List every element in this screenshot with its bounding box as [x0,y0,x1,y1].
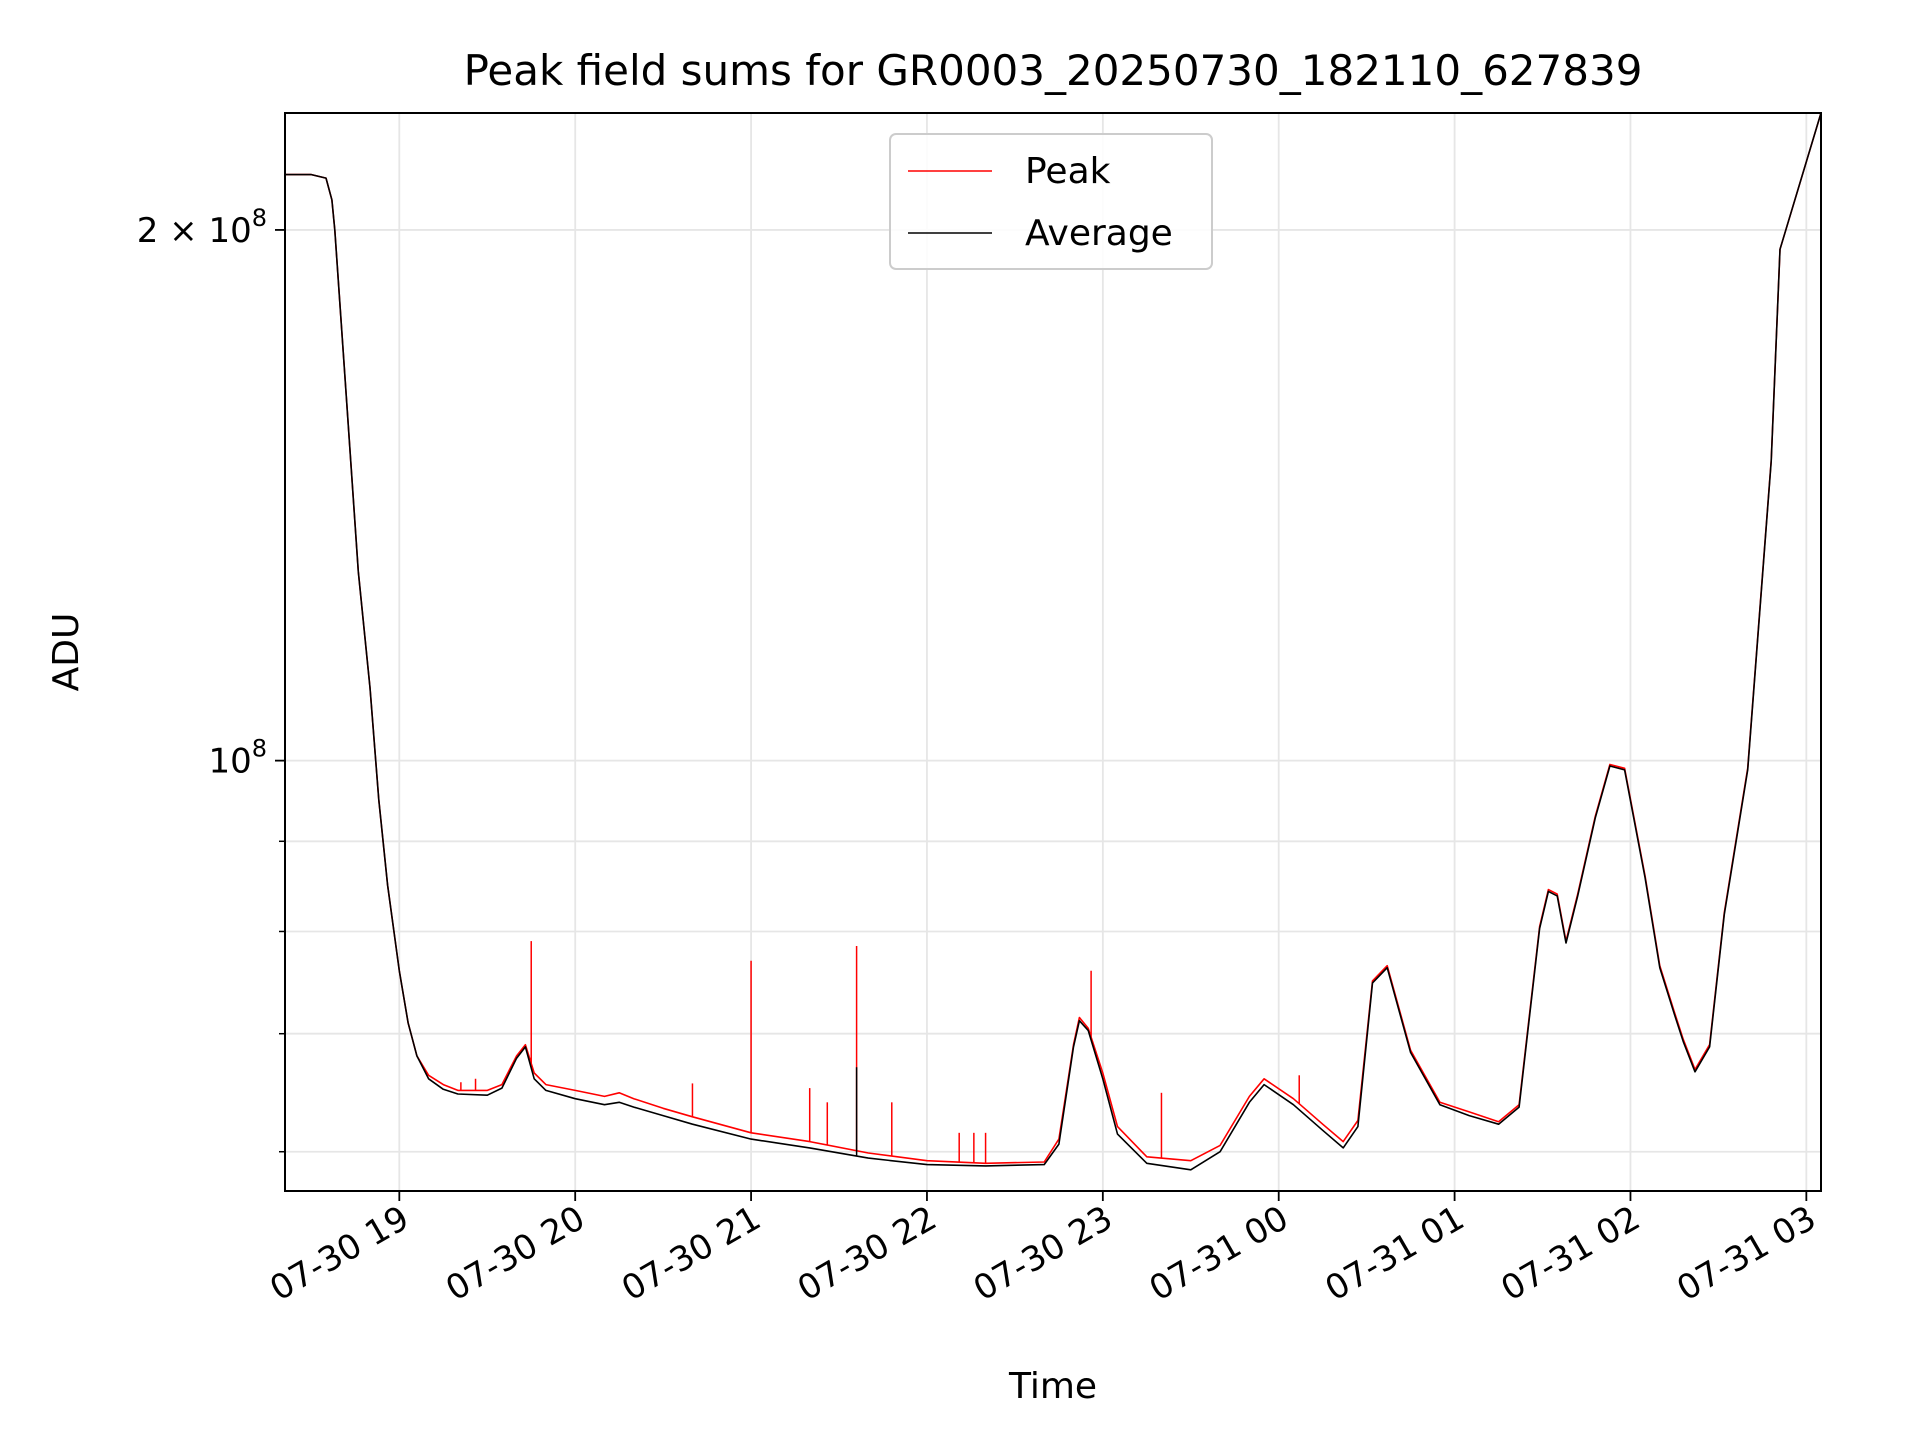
legend-box [889,133,1213,270]
series-line-average [285,113,1821,1171]
y-tick-label-exponent: 8 [252,204,267,232]
y-axis-label: ADU [46,613,87,692]
y-tick-label: 108 [208,735,267,782]
plot-frame [284,112,1822,1192]
y-tick-label: 2 × 108 [137,204,267,251]
y-tick-label-base: 10 [208,742,251,782]
chart-title: Peak field sums for GR0003_20250730_1821… [464,46,1643,95]
legend-label-average: Average [1025,213,1173,254]
y-tick-label-exponent: 8 [252,735,267,763]
series-group [285,113,1821,1171]
legend: Peak Average [889,133,1213,270]
x-axis-label: Time [1008,1366,1097,1407]
series-layer [285,113,1821,1171]
y-tick-label-base: 2 × 10 [137,211,252,251]
legend-label-peak: Peak [1025,151,1111,192]
